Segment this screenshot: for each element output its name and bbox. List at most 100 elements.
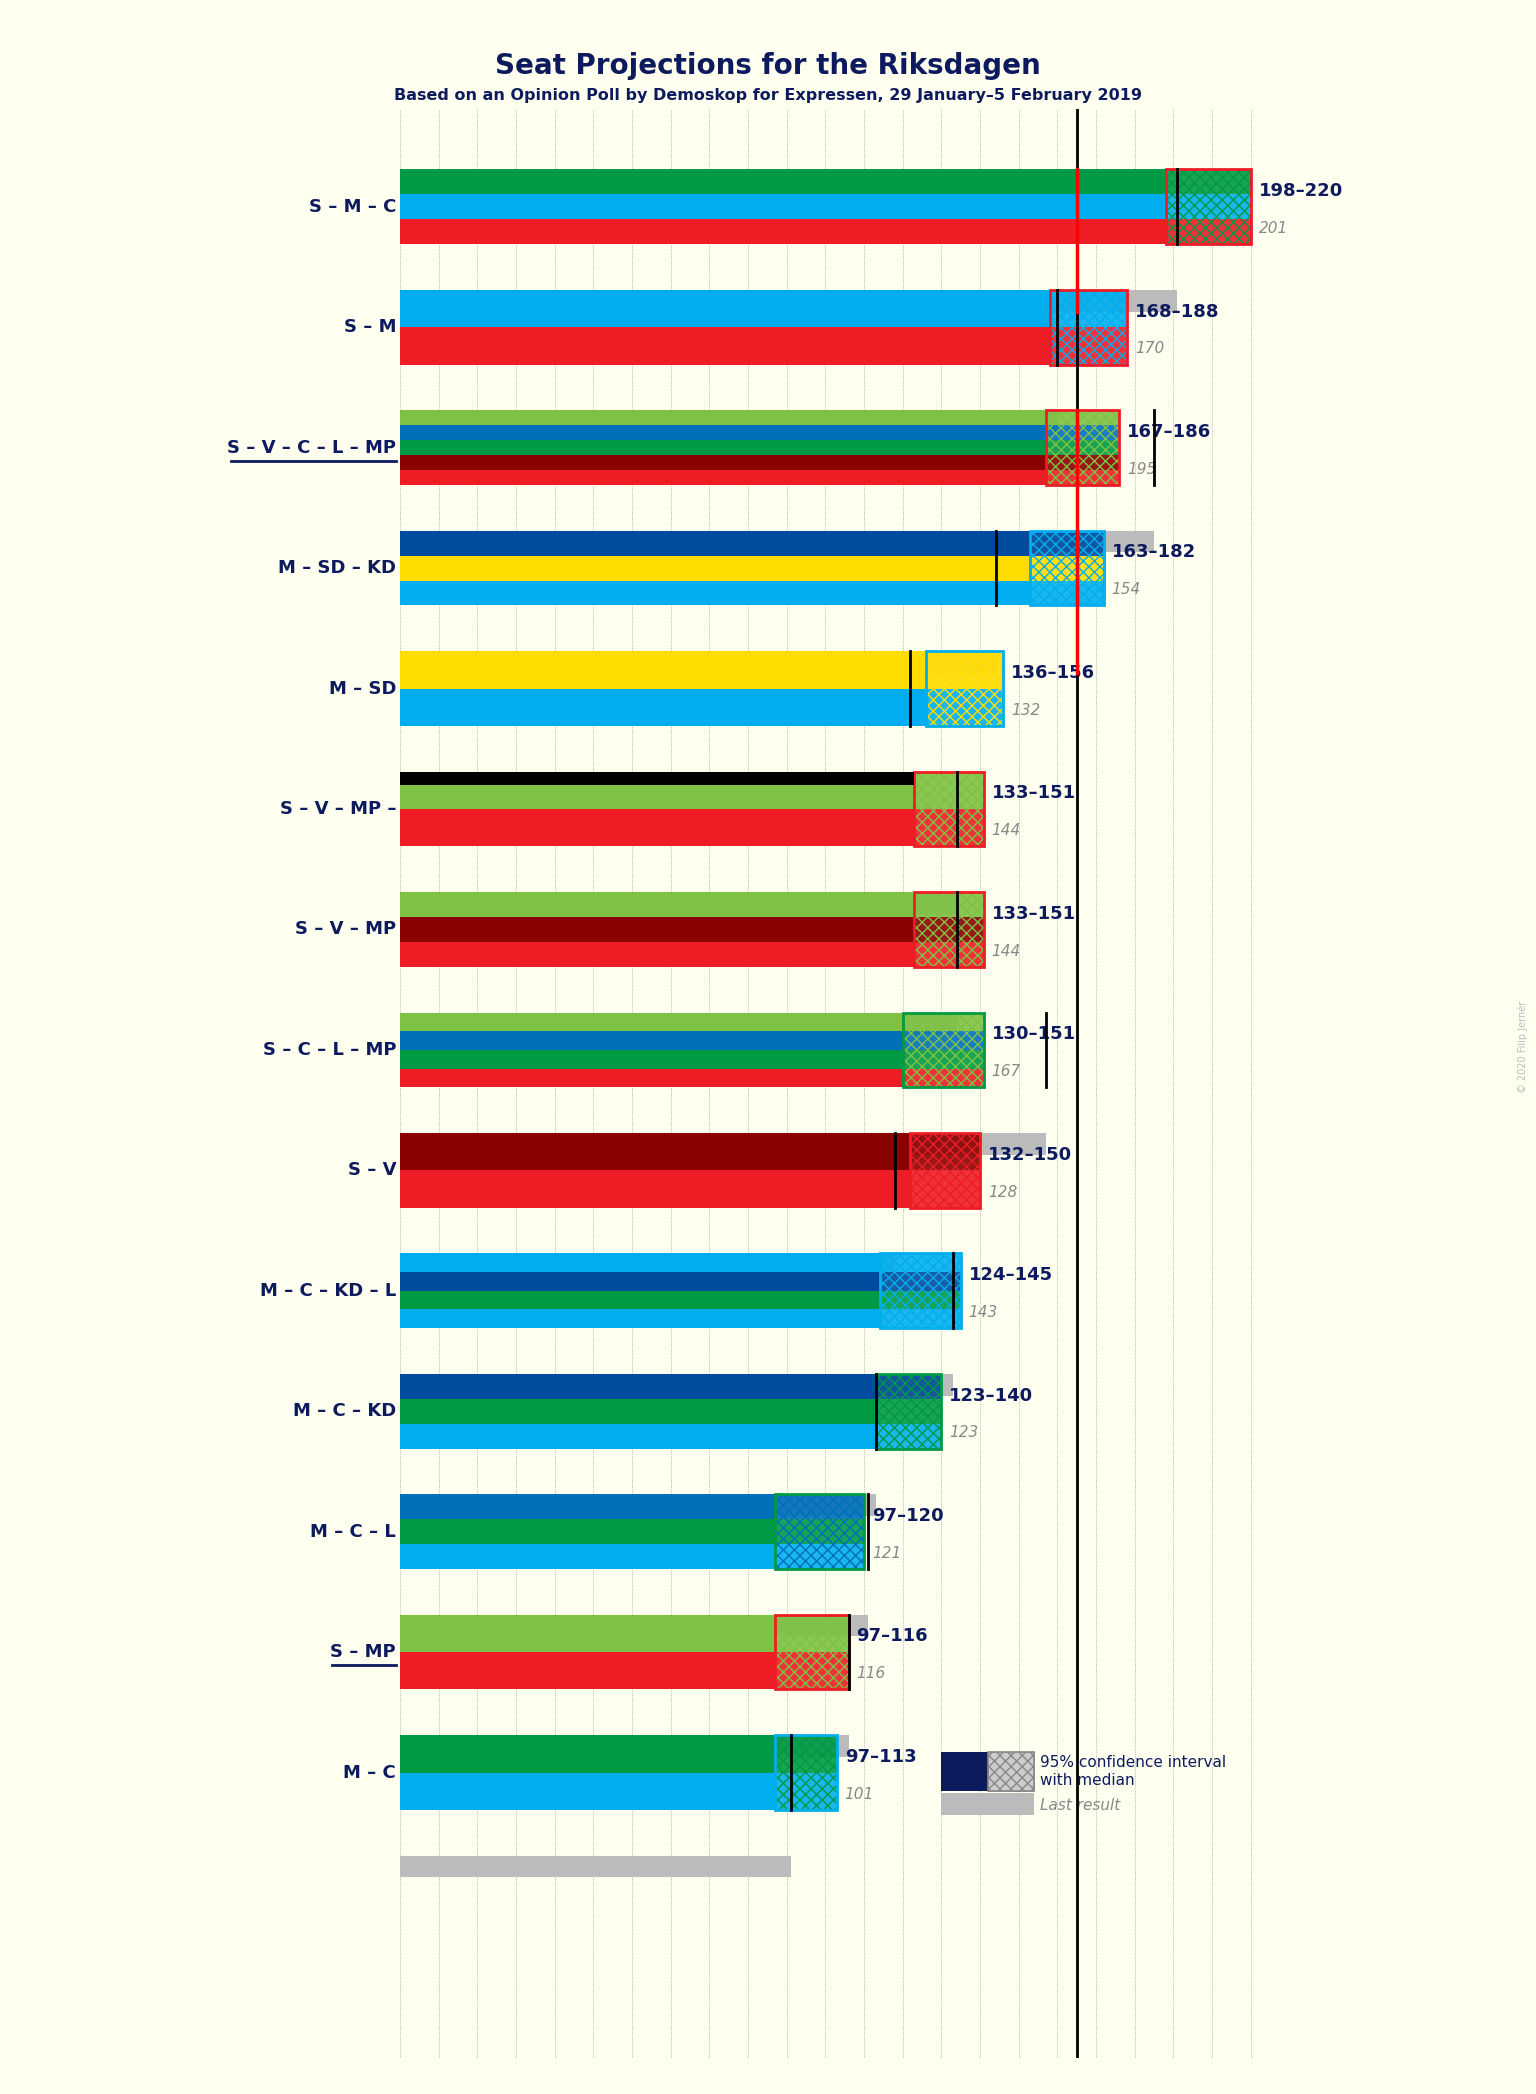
Bar — [399, 1133, 911, 1171]
Bar — [399, 1013, 903, 1030]
Bar — [399, 580, 1031, 605]
Bar — [776, 1614, 848, 1690]
Bar — [399, 917, 914, 942]
Text: Seat Projections for the Riksdagen: Seat Projections for the Riksdagen — [495, 52, 1041, 80]
Bar — [399, 530, 1154, 553]
Bar — [399, 1309, 880, 1328]
Bar — [903, 1049, 985, 1068]
Bar — [903, 1013, 985, 1087]
Text: 143: 143 — [969, 1305, 998, 1319]
Bar — [399, 1774, 776, 1809]
Bar — [776, 1495, 865, 1568]
Bar — [399, 773, 911, 794]
Bar — [914, 773, 985, 808]
Text: 167–186: 167–186 — [1127, 423, 1212, 442]
Bar — [399, 555, 1031, 580]
Bar — [1166, 220, 1250, 245]
Bar — [914, 808, 985, 846]
Bar — [399, 1614, 868, 1638]
Bar — [903, 1013, 985, 1087]
Bar — [876, 1424, 942, 1449]
Text: 132–150: 132–150 — [988, 1145, 1072, 1164]
Text: 132: 132 — [1011, 704, 1040, 718]
Bar — [399, 289, 1178, 312]
Bar — [776, 1614, 848, 1690]
Bar — [914, 773, 985, 846]
Bar — [1046, 425, 1120, 440]
Bar — [911, 1133, 980, 1208]
Bar — [1049, 289, 1127, 364]
Text: 133–151: 133–151 — [992, 785, 1075, 802]
Bar — [1046, 469, 1120, 486]
Text: 168–188: 168–188 — [1135, 302, 1220, 320]
Bar — [942, 1792, 1034, 1815]
Text: 97–113: 97–113 — [845, 1748, 917, 1765]
Text: 101: 101 — [845, 1786, 874, 1801]
Bar — [880, 1309, 962, 1328]
Bar — [399, 1254, 880, 1273]
Bar — [914, 892, 985, 967]
Bar — [776, 1652, 848, 1690]
Bar — [399, 1030, 903, 1049]
Bar — [926, 651, 1003, 727]
Bar — [903, 1068, 985, 1087]
Bar — [914, 892, 985, 917]
Bar — [880, 1254, 962, 1273]
Bar — [1166, 195, 1250, 220]
Text: Based on an Opinion Poll by Demoskop for Expressen, 29 January–5 February 2019: Based on an Opinion Poll by Demoskop for… — [395, 88, 1141, 103]
Bar — [926, 651, 1003, 689]
Bar — [942, 1753, 988, 1790]
Bar — [876, 1374, 942, 1449]
Text: Last result: Last result — [1040, 1797, 1120, 1813]
Text: 163–182: 163–182 — [1112, 544, 1197, 561]
Bar — [399, 651, 926, 689]
Bar — [399, 410, 1046, 425]
Bar — [1031, 580, 1104, 605]
Text: M – SD – KD: M – SD – KD — [278, 559, 396, 578]
Bar — [399, 170, 1166, 195]
Bar — [399, 1543, 776, 1568]
Text: 144: 144 — [992, 823, 1021, 838]
Bar — [988, 1753, 1034, 1790]
Bar — [880, 1273, 962, 1290]
Text: S – V: S – V — [347, 1162, 396, 1179]
Bar — [1046, 410, 1120, 486]
Text: S – M – C: S – M – C — [309, 197, 396, 216]
Bar — [876, 1374, 942, 1449]
Bar — [399, 425, 1046, 440]
Bar — [911, 1171, 980, 1208]
Text: 128: 128 — [988, 1185, 1017, 1200]
Bar — [399, 327, 1049, 364]
Bar — [1046, 410, 1120, 486]
Bar — [903, 1030, 985, 1049]
Text: 167: 167 — [992, 1064, 1021, 1078]
Bar — [399, 773, 914, 808]
Bar — [399, 808, 914, 846]
Bar — [1031, 530, 1104, 605]
Bar — [399, 1736, 776, 1774]
Text: M – C – L: M – C – L — [310, 1522, 396, 1541]
Bar — [399, 530, 1031, 555]
Bar — [399, 773, 914, 785]
Bar — [876, 1374, 942, 1399]
Bar — [399, 1424, 876, 1449]
Bar — [776, 1614, 848, 1652]
Bar — [399, 469, 1046, 486]
Bar — [1166, 170, 1250, 245]
Text: 97–116: 97–116 — [857, 1627, 928, 1646]
Bar — [880, 1254, 962, 1328]
Bar — [911, 1133, 980, 1171]
Bar — [911, 1133, 980, 1208]
Text: S – MP: S – MP — [330, 1644, 396, 1661]
Bar — [1031, 530, 1104, 605]
Bar — [399, 410, 1057, 431]
Bar — [776, 1495, 865, 1568]
Bar — [776, 1736, 837, 1774]
Bar — [1049, 327, 1127, 364]
Bar — [1031, 555, 1104, 580]
Text: 198–220: 198–220 — [1258, 182, 1342, 201]
Bar — [914, 942, 985, 967]
Text: S – V – MP: S – V – MP — [295, 921, 396, 938]
Bar — [399, 454, 1046, 469]
Bar — [399, 1855, 791, 1878]
